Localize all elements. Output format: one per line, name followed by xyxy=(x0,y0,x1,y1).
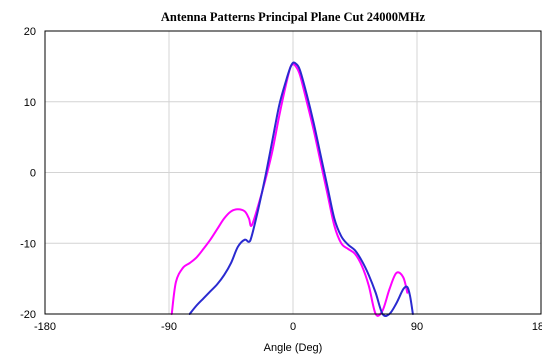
x-tick-label: -180 xyxy=(34,321,56,333)
y-tick-label: 0 xyxy=(30,168,36,180)
y-tick-label: 10 xyxy=(24,97,36,109)
x-tick-label: -90 xyxy=(161,321,177,333)
x-tick-labels: -180 -90 0 90 180 xyxy=(34,321,542,333)
x-tick-label: 180 xyxy=(532,321,542,333)
plot-frame xyxy=(44,30,542,315)
x-tick-label: 90 xyxy=(411,321,423,333)
series-layer xyxy=(170,61,414,318)
chart-title: Antenna Patterns Principal Plane Cut 240… xyxy=(161,10,426,24)
x-axis-label: Angle (Deg) xyxy=(264,342,323,354)
y-tick-labels: 20 10 0 -10 -20 xyxy=(20,26,36,321)
y-tick-label: 20 xyxy=(24,26,36,38)
series-line-2 xyxy=(188,61,414,318)
y-tick-label: -10 xyxy=(20,238,36,250)
y-tick-label: -20 xyxy=(20,309,36,321)
x-tick-label: 0 xyxy=(290,321,296,333)
